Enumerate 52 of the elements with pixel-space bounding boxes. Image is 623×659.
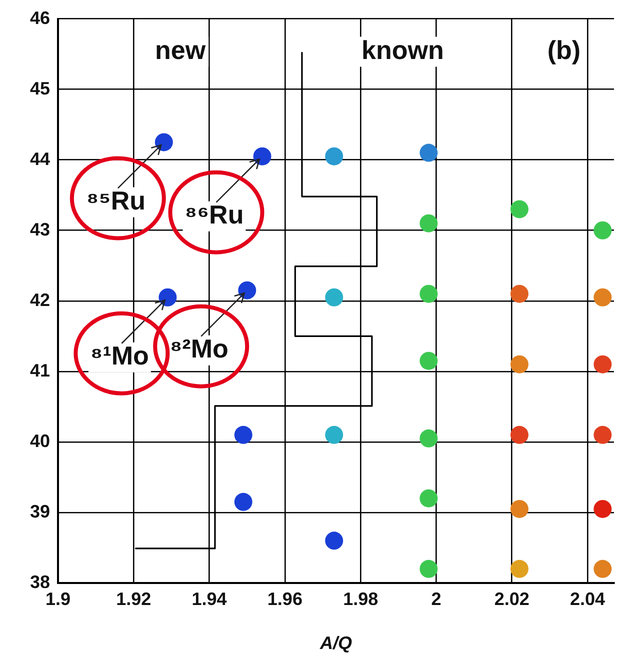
point [325, 147, 344, 166]
y-tick-label: 45 [30, 78, 50, 98]
annotation: (b) [547, 34, 581, 65]
point [420, 284, 438, 303]
point [594, 355, 612, 374]
annotation: ⁸²Mo [170, 333, 228, 364]
y-tick-label: 46 [30, 8, 50, 28]
y-tick-label: 39 [30, 501, 50, 522]
point [510, 500, 528, 518]
x-tick-label: 2 [431, 588, 442, 609]
point [510, 426, 528, 444]
x-axis-title: A/Q [318, 633, 352, 654]
point [325, 532, 344, 550]
y-tick-label: 42 [30, 290, 50, 310]
point [420, 144, 438, 162]
x-tick-label: 1.98 [343, 588, 378, 609]
annotation: new [155, 34, 206, 65]
point [594, 500, 612, 518]
point [594, 560, 612, 578]
x-tick-label: 1.94 [192, 588, 227, 609]
x-tick-label: 2.04 [570, 588, 606, 609]
point [594, 288, 612, 306]
point [510, 355, 528, 374]
point [594, 221, 612, 240]
point [234, 492, 252, 511]
y-tick-label: 41 [30, 360, 50, 380]
annotation: ⁸⁶Ru [184, 199, 244, 230]
point [325, 426, 344, 444]
annotation: known [362, 34, 444, 65]
point [420, 560, 438, 578]
point [158, 288, 177, 306]
point [510, 560, 528, 578]
y-tick-label: 44 [30, 148, 50, 169]
point [510, 284, 528, 303]
point [154, 133, 173, 152]
point [420, 352, 438, 370]
annotation: ⁸¹Mo [90, 340, 149, 371]
point [253, 147, 272, 166]
point [420, 489, 438, 508]
point [420, 429, 438, 448]
x-tick-label: 1.92 [116, 588, 152, 609]
y-tick-label: 43 [30, 219, 50, 240]
point [420, 214, 438, 232]
annotation: ⁸⁵Ru [86, 185, 146, 216]
point [238, 281, 256, 300]
point [325, 288, 344, 306]
x-tick-label: 1.96 [267, 588, 302, 609]
point [510, 200, 528, 218]
x-tick-label: 2.02 [494, 588, 530, 609]
y-tick-label: 40 [30, 430, 50, 451]
point [594, 426, 612, 444]
point [234, 426, 252, 444]
